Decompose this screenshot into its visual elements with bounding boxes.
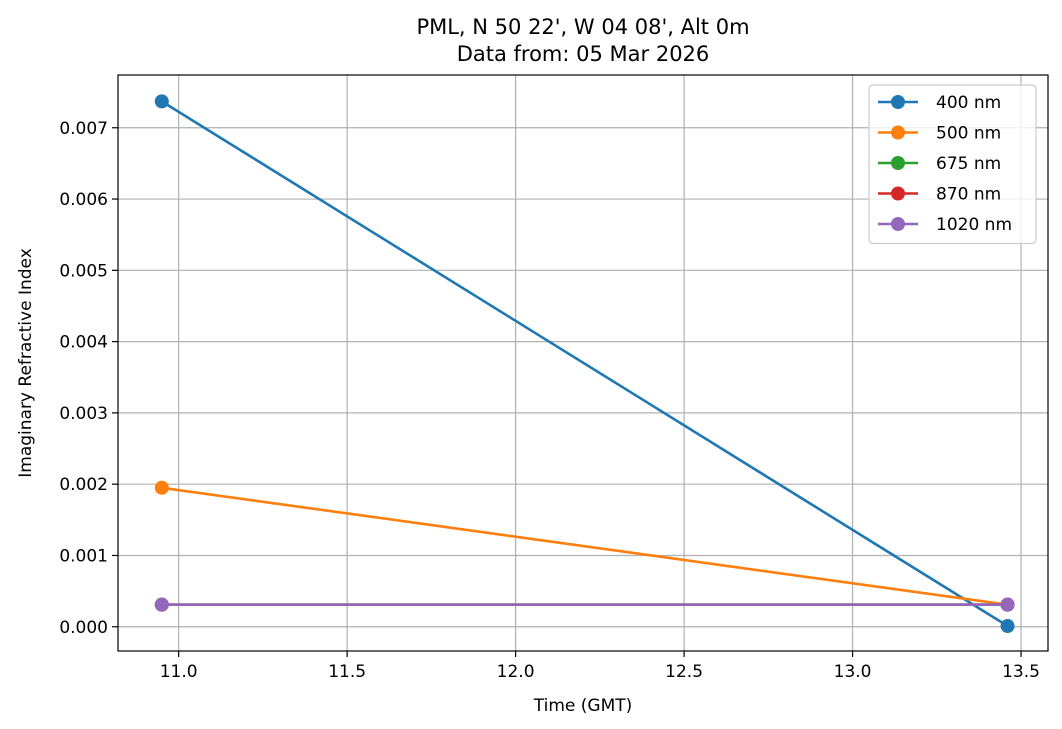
- x-tick-label: 12.0: [497, 662, 535, 682]
- data-point-1020-nm: [1000, 597, 1015, 612]
- data-point-500-nm: [154, 480, 169, 495]
- y-axis-ticks: 0.000 0.001 0.002 0.003 0.004 0.005 0.006 0.007: [59, 119, 118, 638]
- legend-label: 400 nm: [936, 93, 1001, 113]
- x-tick-label: 11.0: [160, 662, 198, 682]
- y-tick-label: 0.006: [59, 190, 108, 210]
- legend-swatch-marker: [891, 217, 905, 231]
- data-point-400-nm: [154, 94, 169, 109]
- x-tick-label: 12.5: [665, 662, 703, 682]
- legend-swatch-marker: [891, 95, 905, 109]
- x-axis-label: Time (GMT): [533, 696, 633, 716]
- y-tick-label: 0.004: [59, 333, 108, 353]
- series-500-nm: [154, 480, 1015, 612]
- chart-subtitle: Data from: 05 Mar 2026: [457, 42, 710, 66]
- legend-swatch-marker: [891, 125, 905, 140]
- legend: 400 nm 500 nm 675 nm 870 nm 1020 nm: [868, 84, 1037, 245]
- y-tick-label: 0.005: [59, 261, 108, 281]
- y-tick-label: 0.000: [59, 618, 108, 638]
- legend-swatch-marker: [891, 186, 905, 201]
- x-tick-label: 13.5: [1002, 662, 1040, 682]
- legend-entry-675-nm: 675 nm: [878, 154, 1001, 174]
- series-line-400-nm: [161, 100, 1009, 628]
- y-tick-label: 0.002: [59, 475, 108, 495]
- data-point-400-nm: [1000, 619, 1015, 634]
- series-400-nm: [154, 94, 1015, 634]
- y-axis-label: Imaginary Refractive Index: [16, 248, 36, 478]
- chart-title: PML, N 50 22', W 04 08', Alt 0m: [416, 15, 749, 39]
- legend-entry-870-nm: 870 nm: [878, 185, 1001, 205]
- legend-box: [868, 84, 1037, 245]
- legend-entry-400-nm: 400 nm: [878, 93, 1001, 113]
- x-tick-label: 13.0: [834, 662, 872, 682]
- plot-series: [154, 94, 1015, 634]
- x-tick-label: 11.5: [328, 662, 366, 682]
- legend-label: 1020 nm: [936, 215, 1012, 235]
- series-1020-nm: [154, 597, 1015, 612]
- series-line-500-nm: [161, 486, 1008, 606]
- legend-entry-500-nm: 500 nm: [878, 124, 1001, 144]
- legend-swatch-marker: [891, 156, 905, 170]
- legend-label: 675 nm: [936, 154, 1001, 174]
- x-axis-ticks: 11.0 11.5 12.0 12.5 13.0 13.5: [160, 651, 1040, 682]
- legend-entry-1020-nm: 1020 nm: [878, 215, 1012, 235]
- y-tick-label: 0.003: [59, 404, 108, 424]
- y-tick-label: 0.007: [59, 119, 108, 139]
- legend-label: 870 nm: [936, 185, 1001, 205]
- y-tick-label: 0.001: [59, 546, 108, 566]
- data-point-1020-nm: [154, 597, 169, 612]
- legend-label: 500 nm: [936, 124, 1001, 144]
- plot-frame: [117, 74, 1049, 652]
